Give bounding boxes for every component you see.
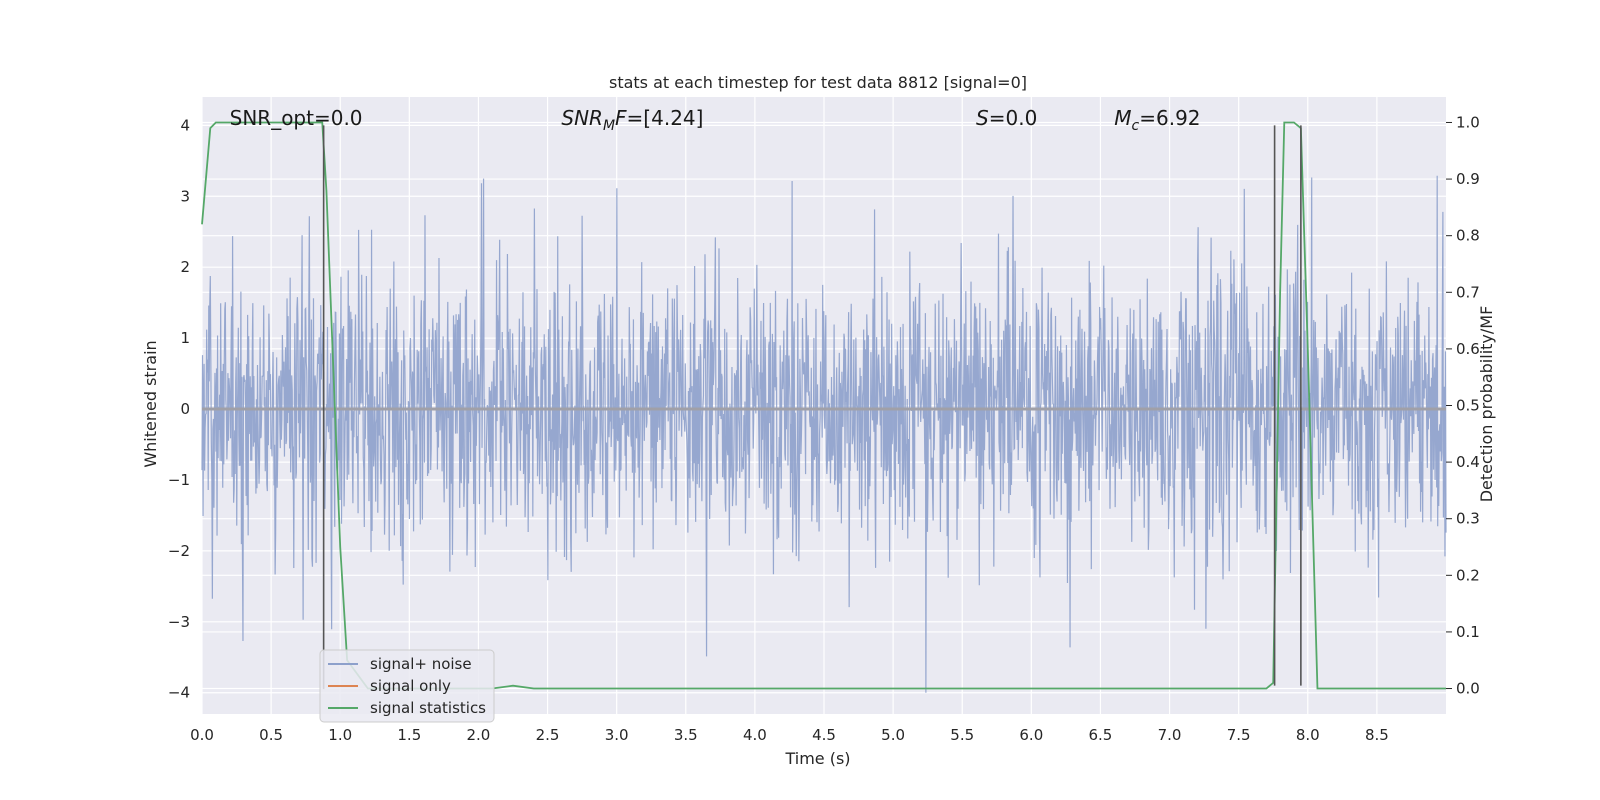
legend-box (319, 649, 495, 723)
series-line-signal-statistics (201, 121, 1446, 690)
y-axis-right-ticks: 1.0 0.9 0.8 0.7 0.6 0.5 0.4 0.3 0.2 0.1 0.0 (1446, 113, 1480, 698)
annotation: SNR_opt=0.0 (230, 106, 363, 130)
vertical-markers (322, 125, 1302, 690)
y-left-tick-label: 1 (180, 329, 190, 347)
x-tick-label: 7.0 (1158, 726, 1182, 744)
y-right-tick-label: 0.2 (1456, 566, 1480, 584)
x-tick-label: 5.0 (881, 726, 905, 744)
y-right-tick-label: 0.3 (1456, 510, 1480, 528)
y-left-tick-label: −4 (168, 684, 190, 702)
x-tick-label: 1.0 (328, 726, 352, 744)
y-left-tick-label: −1 (168, 471, 190, 489)
series-line-signal-noise (201, 175, 1447, 693)
y-right-tick-label: 0.0 (1456, 680, 1480, 698)
x-tick-label: 2.0 (467, 726, 491, 744)
y-left-tick-label: −2 (168, 542, 190, 560)
y-axis-left-label: Whitened strain (141, 340, 160, 467)
y-left-tick-label: −3 (168, 613, 190, 631)
annotation: S=0.0 (976, 106, 1037, 130)
annotation: SNRMF=[4.24] (561, 106, 703, 134)
x-tick-label: 6.0 (1019, 726, 1043, 744)
x-tick-label: 2.5 (536, 726, 560, 744)
x-tick-label: 8.5 (1365, 726, 1389, 744)
x-tick-label: 3.0 (605, 726, 629, 744)
x-tick-label: 8.0 (1296, 726, 1320, 744)
x-tick-label: 7.5 (1227, 726, 1251, 744)
series-signal-noise (201, 175, 1447, 693)
x-tick-label: 0.0 (190, 726, 214, 744)
x-tick-label: 6.5 (1089, 726, 1113, 744)
y-right-tick-label: 0.4 (1456, 453, 1480, 471)
y-right-tick-label: 0.9 (1456, 170, 1480, 188)
legend-label: signal only (370, 677, 451, 695)
legend-label: signal+ noise (370, 655, 472, 673)
y-right-tick-label: 1.0 (1456, 113, 1480, 131)
y-left-tick-label: 2 (180, 258, 190, 276)
x-tick-label: 5.5 (950, 726, 974, 744)
annotations: SNR_opt=0.0 SNRMF=[4.24] S=0.0 Mc=6.92 (230, 106, 1201, 134)
x-axis-ticks: 0.0 0.5 1.0 1.5 2.0 2.5 3.0 3.5 4.0 4.5 5.0 5.5 6.0 6… (190, 726, 1389, 744)
legend-label: signal statistics (370, 699, 486, 717)
y-axis-left-ticks: 4 3 2 1 0 −1 −2 −3 −4 (168, 116, 190, 701)
series-signal-statistics (201, 121, 1446, 690)
y-left-tick-label: 3 (180, 187, 190, 205)
y-right-tick-label: 0.5 (1456, 397, 1480, 415)
x-tick-label: 3.5 (674, 726, 698, 744)
legend: signal+ noise signal only signal statistic… (319, 649, 495, 723)
y-left-tick-label: 0 (180, 400, 190, 418)
x-tick-label: 0.5 (259, 726, 283, 744)
x-tick-label: 1.5 (397, 726, 421, 744)
y-right-tick-label: 0.8 (1456, 227, 1480, 245)
y-axis-right-label: Detection probability/MF (1477, 306, 1496, 503)
y-left-tick-label: 4 (180, 116, 190, 134)
x-tick-label: 4.0 (743, 726, 767, 744)
annotation: Mc=6.92 (1114, 106, 1200, 134)
chart-title: stats at each timestep for test data 881… (609, 73, 1027, 92)
x-tick-label: 4.5 (812, 726, 836, 744)
x-axis-label: Time (s) (784, 749, 850, 768)
y-right-tick-label: 0.7 (1456, 283, 1480, 301)
y-right-tick-label: 0.6 (1456, 340, 1480, 358)
y-right-tick-label: 0.1 (1456, 623, 1480, 641)
